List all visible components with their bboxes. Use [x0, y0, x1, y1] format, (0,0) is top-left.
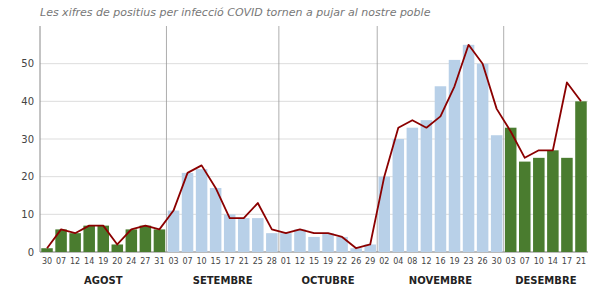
- x-tick-label: 12: [421, 257, 431, 266]
- bar: [519, 162, 531, 252]
- y-tick-label: 0: [28, 247, 34, 258]
- x-tick-label: 21: [576, 257, 586, 266]
- x-tick-label: 12: [295, 257, 305, 266]
- title: Les xifres de positius per infecció COVI…: [40, 6, 431, 19]
- bar: [491, 135, 503, 252]
- chart: Les xifres de positius per infecció COVI…: [0, 0, 600, 300]
- x-tick-label: 03: [506, 257, 516, 266]
- y-axis-line: [40, 26, 41, 252]
- month-separator: [503, 26, 504, 252]
- bar: [41, 248, 53, 252]
- bar: [69, 233, 81, 252]
- x-tick-label: 22: [337, 257, 347, 266]
- x-tick-label: 29: [365, 257, 375, 266]
- month-label: OCTUBRE: [302, 275, 355, 286]
- marks: [41, 45, 586, 252]
- x-tick-label: 01: [281, 257, 291, 266]
- bar: [112, 244, 124, 252]
- bar: [575, 101, 587, 252]
- bar: [449, 60, 461, 252]
- x-tick-label: 19: [449, 257, 459, 266]
- bar: [407, 128, 419, 252]
- x-tick-label: 07: [182, 257, 192, 266]
- x-tick-label: 27: [140, 257, 150, 266]
- y-tick-label: 50: [21, 58, 34, 69]
- x-tick-label: 04: [393, 257, 403, 266]
- bar: [308, 237, 320, 252]
- month-label: AGOST: [84, 275, 123, 286]
- bar: [266, 233, 278, 252]
- x-tick-label: 10: [534, 257, 544, 266]
- bar: [421, 120, 433, 252]
- month-label: SETEMBRE: [193, 275, 253, 286]
- y-tick-label: 30: [21, 134, 34, 145]
- month-label: NOVEMBRE: [409, 275, 472, 286]
- x-tick-label: 15: [309, 257, 319, 266]
- x-tick-label: 19: [98, 257, 108, 266]
- x-tick-label: 14: [548, 257, 558, 266]
- x-tick-label: 30: [492, 257, 502, 266]
- bar: [55, 229, 67, 252]
- x-tick-label: 28: [267, 257, 277, 266]
- bar: [322, 233, 334, 252]
- x-tick-label: 23: [463, 257, 473, 266]
- bar: [463, 45, 475, 252]
- month-separator: [377, 26, 378, 252]
- x-tick-label: 07: [56, 257, 66, 266]
- bar: [533, 158, 545, 252]
- y-tick-label: 20: [21, 171, 34, 182]
- bar: [547, 150, 559, 252]
- bar: [83, 226, 95, 252]
- bar: [378, 177, 390, 252]
- x-tick-label: 02: [379, 257, 389, 266]
- x-tick-label: 10: [196, 257, 206, 266]
- bar: [252, 218, 264, 252]
- x-tick-label: 12: [70, 257, 80, 266]
- x-tick-label: 24: [126, 257, 136, 266]
- bar: [154, 229, 166, 252]
- x-tick-label: 16: [435, 257, 445, 266]
- bar: [477, 64, 489, 252]
- bar: [505, 128, 517, 252]
- x-tick-label: 19: [323, 257, 333, 266]
- bar: [224, 214, 236, 252]
- x-tick-label: 26: [478, 257, 488, 266]
- x-tick-label: 26: [351, 257, 361, 266]
- y-tick-label: 40: [21, 96, 34, 107]
- x-tick-label: 15: [211, 257, 221, 266]
- bar: [435, 86, 447, 252]
- separators: [166, 26, 503, 252]
- x-tick-label: 07: [520, 257, 530, 266]
- bar: [393, 139, 405, 252]
- y-tick-label: 10: [21, 209, 34, 220]
- bar: [280, 233, 292, 252]
- x-tick-label: 30: [42, 257, 52, 266]
- x-tick-label: 08: [407, 257, 417, 266]
- x-tick-label: 14: [84, 257, 94, 266]
- bar: [561, 158, 573, 252]
- x-tick-label: 17: [225, 257, 235, 266]
- bar: [294, 229, 306, 252]
- x-tick-label: 17: [562, 257, 572, 266]
- line: [47, 45, 581, 248]
- bar: [140, 226, 152, 252]
- grid-line: [40, 63, 588, 64]
- month-label: DESEMBRE: [515, 275, 576, 286]
- x-tick-label: 31: [154, 257, 164, 266]
- x-tick-label: 03: [168, 257, 178, 266]
- bar: [196, 169, 208, 252]
- x-tick-label: 20: [112, 257, 122, 266]
- x-tick-label: 25: [253, 257, 263, 266]
- grid-line: [40, 101, 588, 102]
- x-tick-label: 21: [239, 257, 249, 266]
- bar: [238, 218, 250, 252]
- month-separator: [278, 26, 279, 252]
